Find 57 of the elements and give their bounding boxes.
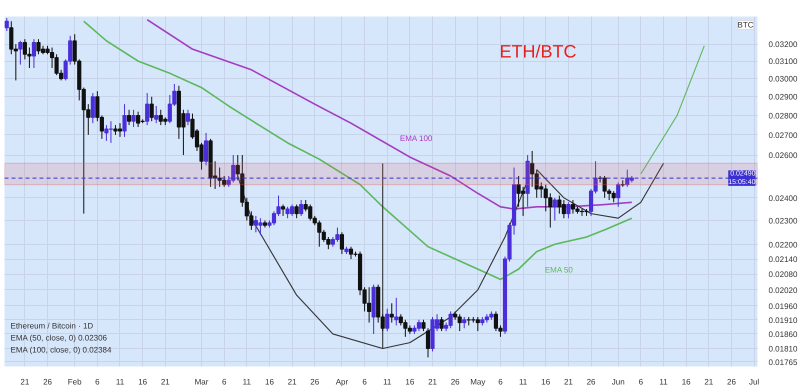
x-tick-label: 26 bbox=[450, 378, 460, 386]
x-tick-label: 6 bbox=[222, 378, 227, 386]
x-tick-label: 21 bbox=[428, 378, 438, 386]
x-tick-label: 11 bbox=[383, 378, 392, 386]
x-tick-label: Jul bbox=[748, 378, 760, 386]
x-tick-label: 6 bbox=[498, 378, 504, 386]
y-tick-label: 0.03200 bbox=[768, 40, 798, 50]
x-tick-label: 26 bbox=[727, 378, 736, 386]
y-tick-label: 0.01765 bbox=[768, 358, 798, 367]
x-tick-label: Jun bbox=[612, 378, 625, 386]
series-label: EMA 50 bbox=[544, 265, 574, 274]
x-tick-label: 16 bbox=[138, 378, 148, 386]
x-tick-label: 21 bbox=[564, 378, 574, 386]
y-axis-title: BTC bbox=[738, 20, 754, 30]
y-tick-label: 0.02300 bbox=[768, 216, 798, 226]
y-tick-label: 0.03100 bbox=[768, 57, 798, 66]
x-tick-label: 26 bbox=[43, 378, 53, 386]
annotation: EMA (100, close, 0) 0.02384 bbox=[10, 346, 112, 354]
x-tick-label: 21 bbox=[288, 378, 298, 386]
x-tick-label: 16 bbox=[405, 378, 415, 386]
x-tick-label: 21 bbox=[20, 378, 30, 386]
y-tick-label: 0.03000 bbox=[768, 74, 798, 84]
y-tick-label: 0.02200 bbox=[768, 240, 798, 250]
y-tick-label: 0.02800 bbox=[768, 111, 798, 120]
x-tick-label: 11 bbox=[518, 378, 528, 386]
text: ETH/BTC bbox=[500, 42, 577, 62]
x-tick-label: 11 bbox=[242, 378, 252, 386]
series-label: EMA 100 bbox=[400, 134, 433, 144]
y-tick-label: 0.02600 bbox=[768, 151, 798, 160]
x-tick-label: 16 bbox=[682, 378, 692, 386]
x-tick-label: Apr bbox=[336, 378, 348, 386]
x-tick-label: 26 bbox=[310, 378, 320, 386]
x-tick-label: 26 bbox=[586, 378, 596, 386]
y-tick-label: 0.01960 bbox=[768, 302, 798, 311]
x-tick-label: 6 bbox=[638, 378, 644, 386]
x-tick-label: 21 bbox=[704, 378, 714, 386]
x-tick-label: 16 bbox=[265, 378, 274, 386]
y-tick-label: 0.01910 bbox=[768, 316, 798, 325]
y-tick-label: 0.01810 bbox=[768, 344, 798, 354]
y-tick-label: 0.02900 bbox=[768, 92, 798, 102]
annotation: EMA (50, close, 0) 0.02306 bbox=[10, 334, 108, 342]
y-tick-label: 0.02020 bbox=[768, 286, 798, 295]
y-tick-label: 0.02400 bbox=[768, 194, 798, 203]
x-tick-label: May bbox=[470, 378, 486, 386]
y-tick-label: 0.02080 bbox=[768, 270, 798, 280]
x-tick-label: Feb bbox=[68, 378, 82, 386]
x-tick-label: 11 bbox=[659, 378, 668, 386]
x-tick-label: 16 bbox=[541, 378, 551, 386]
x-tick-label: 6 bbox=[362, 378, 368, 386]
x-tick-label: Mar bbox=[194, 378, 209, 386]
annotation: Ethereum / Bitcoin · 1D bbox=[10, 322, 94, 330]
y-tick-label: 0.02700 bbox=[768, 130, 798, 140]
x-tick-label: 6 bbox=[95, 378, 100, 386]
x-tick-label: 21 bbox=[160, 378, 170, 386]
x-tick-label: 11 bbox=[116, 378, 125, 386]
y-tick-label: 0.01860 bbox=[768, 330, 798, 339]
y-tick-label: 0.02140 bbox=[768, 255, 798, 264]
